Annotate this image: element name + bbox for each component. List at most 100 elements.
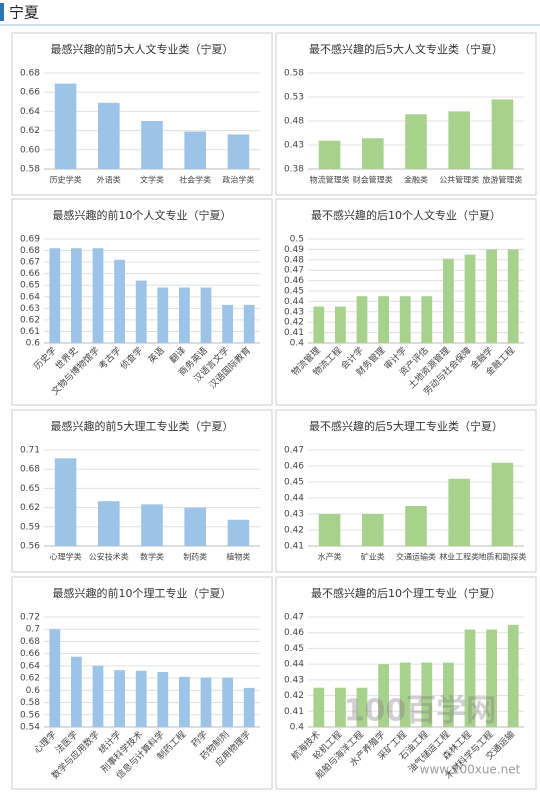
bar [378, 296, 389, 343]
bar [448, 478, 470, 546]
x-tick-label: 水产类 [318, 552, 342, 562]
watermark-logo: 100百学网 [344, 694, 497, 729]
bar [421, 662, 433, 727]
x-tick-label: 旅游管理类 [482, 175, 522, 185]
y-tick-label: 0.62 [20, 315, 40, 325]
bar [114, 259, 125, 343]
x-tick-label: 林业工程类 [439, 552, 479, 562]
y-tick-label: 0.68 [20, 69, 40, 79]
bar [362, 138, 384, 169]
bar [141, 504, 163, 546]
bar [464, 629, 476, 727]
bar [243, 304, 255, 343]
bar [443, 258, 454, 343]
y-tick-label: 0.53 [284, 93, 304, 103]
bar [491, 99, 514, 169]
bar [92, 665, 104, 727]
y-tick-label: 0.44 [284, 297, 304, 307]
bar [135, 280, 147, 343]
y-tick-label: 0.62 [20, 503, 40, 513]
x-tick-label: 公共管理类 [439, 175, 479, 185]
y-tick-label: 0.44 [284, 660, 304, 670]
y-tick-label: 0.66 [20, 649, 40, 659]
bar [98, 102, 120, 169]
y-tick-label: 0.43 [284, 307, 304, 317]
chart-box [11, 32, 273, 196]
y-tick-label: 0.68 [20, 246, 40, 256]
y-tick-label: 0.7 [26, 625, 40, 635]
bar [313, 687, 325, 727]
bar [507, 249, 519, 343]
bar [378, 664, 389, 727]
y-tick-label: 0.56 [20, 710, 40, 720]
header-title: 宁夏 [9, 4, 39, 22]
x-tick-label: 历史学类 [50, 175, 82, 185]
y-tick-label: 0.69 [20, 235, 40, 245]
y-tick-label: 0.71 [20, 446, 40, 456]
y-tick-label: 0.68 [20, 637, 40, 647]
y-tick-label: 0.45 [284, 644, 304, 654]
bar [486, 249, 497, 343]
y-tick-label: 0.6 [26, 686, 41, 696]
bar [356, 296, 368, 343]
bar [421, 296, 433, 343]
x-tick-label: 数学类 [140, 552, 164, 562]
bar [114, 670, 125, 727]
y-tick-label: 0.66 [20, 88, 40, 98]
bar [318, 140, 341, 169]
y-tick-label: 0.42 [284, 318, 304, 328]
x-tick-label: 矿业类 [361, 552, 385, 562]
bar [491, 462, 514, 546]
chart-box [11, 409, 273, 573]
y-tick-label: 0.72 [20, 613, 40, 623]
bar [356, 687, 368, 727]
bar [362, 514, 384, 546]
bar [335, 687, 346, 727]
x-tick-label: 物流管理类 [310, 175, 350, 185]
y-tick-label: 0.42 [284, 526, 304, 536]
x-tick-label: 公安技术类 [89, 552, 129, 562]
x-tick-label: 地质和勘探类 [478, 552, 526, 562]
y-tick-label: 0.43 [284, 510, 304, 520]
y-tick-label: 0.54 [20, 723, 40, 733]
y-tick-label: 0.65 [20, 281, 40, 291]
chart-title: 最感兴趣的前5大人文专业类（宁夏） [51, 42, 234, 56]
y-tick-label: 0.58 [20, 165, 40, 175]
y-tick-label: 0.67 [20, 258, 40, 268]
y-tick-label: 0.64 [20, 107, 40, 117]
y-tick-label: 0.65 [20, 484, 40, 494]
bar [71, 656, 82, 727]
bar [92, 248, 104, 343]
y-tick-label: 0.47 [284, 266, 304, 276]
x-tick-label: 文学类 [140, 175, 164, 185]
y-tick-label: 0.47 [284, 613, 304, 623]
x-tick-label: 制药类 [183, 552, 207, 562]
bar [135, 670, 147, 727]
y-tick-label: 0.42 [284, 691, 304, 701]
y-tick-label: 0.66 [20, 269, 40, 279]
y-tick-label: 0.63 [20, 304, 40, 314]
bar [179, 676, 190, 727]
x-tick-label: 金融类 [404, 175, 428, 185]
bar [399, 662, 411, 727]
bar [335, 306, 346, 343]
x-tick-label: 交通运输类 [396, 552, 436, 562]
y-tick-label: 0.58 [20, 698, 40, 708]
bar [243, 687, 255, 727]
y-tick-label: 0.62 [20, 126, 40, 136]
y-tick-label: 0.48 [284, 255, 304, 265]
header-bar [0, 3, 4, 21]
watermark-url: www.100xue.net [420, 763, 521, 777]
y-tick-label: 0.46 [284, 462, 304, 472]
bar [141, 121, 163, 169]
y-tick-label: 0.64 [20, 661, 40, 671]
bar [49, 629, 61, 727]
y-tick-label: 0.6 [26, 339, 41, 349]
bar [507, 624, 519, 727]
bar [184, 507, 206, 546]
bar [227, 519, 250, 546]
y-tick-label: 0.48 [284, 117, 304, 127]
y-tick-label: 0.58 [284, 69, 304, 79]
bar [222, 304, 233, 343]
bar [157, 672, 169, 727]
